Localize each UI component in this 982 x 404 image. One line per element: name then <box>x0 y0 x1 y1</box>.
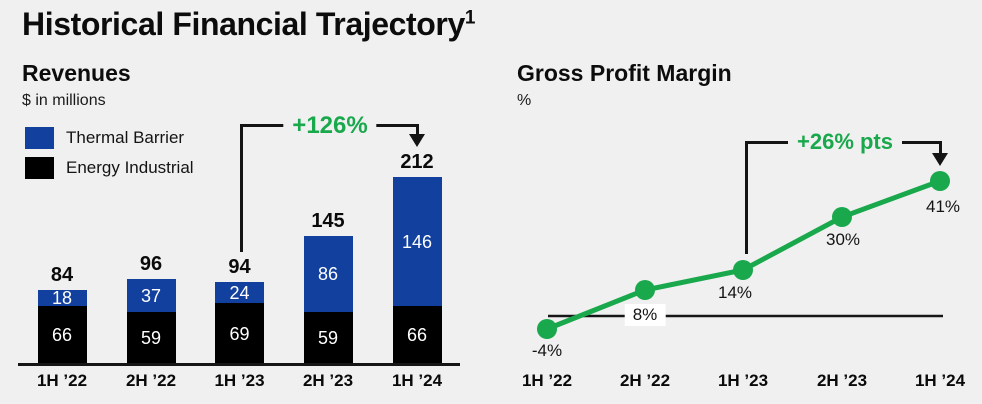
data-point-marker <box>537 319 557 339</box>
bar-segment-thermal-barrier: 24 <box>215 282 264 303</box>
revenues-title: Revenues <box>22 60 131 86</box>
revenues-growth-label: +126% <box>283 109 377 143</box>
bar-total-label: 145 <box>311 210 345 232</box>
arrow-down-icon <box>932 153 948 166</box>
legend-item-energy-industrial: Energy Industrial <box>25 157 194 179</box>
x-axis-label: 1H ’23 <box>214 371 265 390</box>
x-axis-label: 2H ’22 <box>619 371 671 390</box>
revenues-subtitle: $ in millions <box>22 92 106 109</box>
data-point-marker <box>832 207 852 227</box>
bar-segment-thermal-barrier: 86 <box>303 236 353 312</box>
annotation-bracket-left <box>745 141 748 254</box>
data-point-marker <box>733 260 753 280</box>
annotation-bracket-right <box>416 124 419 136</box>
bar-total-label: 84 <box>50 264 74 286</box>
margin-title: Gross Profit Margin <box>517 60 732 86</box>
revenues-x-axis-line <box>18 363 460 366</box>
thermal-barrier-swatch-icon <box>25 127 54 149</box>
arrow-down-icon <box>409 134 425 147</box>
data-point-marker <box>635 280 655 300</box>
page-title-text: Historical Financial Trajectory <box>22 6 465 42</box>
bar-segment-thermal-barrier: 37 <box>126 279 176 312</box>
bar-segment-energy-industrial: 59 <box>126 312 176 364</box>
bar-segment-energy-industrial: 66 <box>37 306 87 364</box>
legend-label-thermal-barrier: Thermal Barrier <box>66 128 185 147</box>
bar-total-label: 96 <box>139 253 163 275</box>
footnote-marker: 1 <box>464 7 476 29</box>
annotation-bracket-right <box>939 141 942 153</box>
page-title: Historical Financial Trajectory1 <box>22 6 475 43</box>
margin-growth-label: +26% pts <box>788 126 902 157</box>
legend-label-energy-industrial: Energy Industrial <box>66 158 194 177</box>
legend-item-thermal-barrier: Thermal Barrier <box>25 127 194 149</box>
x-axis-label: 1H ’24 <box>391 371 443 390</box>
bar-segment-thermal-barrier: 146 <box>392 177 442 306</box>
gross-margin-line <box>546 178 941 332</box>
x-axis-label: 1H ’22 <box>521 371 573 390</box>
x-axis-label: 2H ’22 <box>125 371 177 390</box>
x-axis-label: 2H ’23 <box>302 371 354 390</box>
bar-segment-energy-industrial: 69 <box>215 303 264 364</box>
x-axis-label: 2H ’23 <box>816 371 868 390</box>
point-label: 30% <box>825 230 861 249</box>
point-label: -4% <box>531 341 563 360</box>
data-point-marker <box>930 171 950 191</box>
margin-subtitle: % <box>517 92 532 109</box>
bar-segment-energy-industrial: 66 <box>392 306 442 364</box>
point-label: 14% <box>717 283 753 302</box>
bar-total-label: 94 <box>228 256 251 278</box>
annotation-bracket-left <box>240 124 243 252</box>
x-axis-label: 1H ’24 <box>914 371 966 390</box>
bar-total-label: 212 <box>400 151 434 173</box>
energy-industrial-swatch-icon <box>25 157 54 179</box>
point-label: 41% <box>925 197 961 216</box>
point-label: 8% <box>624 304 666 327</box>
bar-segment-energy-industrial: 59 <box>303 312 353 364</box>
x-axis-label: 1H ’22 <box>36 371 88 390</box>
bar-segment-thermal-barrier: 18 <box>37 289 87 307</box>
x-axis-label: 1H ’23 <box>717 371 769 390</box>
revenues-legend: Thermal Barrier Energy Industrial <box>25 127 194 179</box>
